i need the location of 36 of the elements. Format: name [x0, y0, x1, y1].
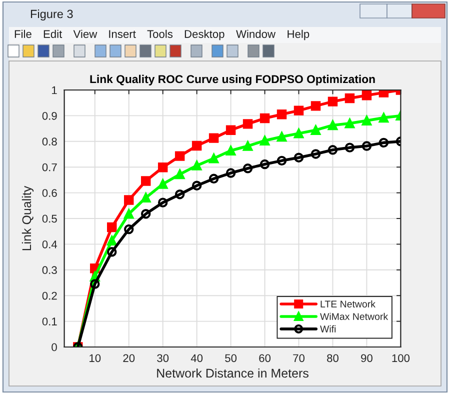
y-tick-label: 0.2: [42, 292, 57, 300]
x-tick-label: 70: [293, 354, 305, 362]
y-tick-label: 0.9: [42, 112, 57, 120]
x-tick-label: 30: [157, 354, 169, 362]
legend-label: Wifi: [320, 325, 336, 332]
text: Desktop: [184, 30, 224, 40]
x-tick-label: 50: [225, 354, 237, 362]
y-tick-label: 0.8: [42, 138, 57, 146]
y-axis-title: Link Quality: [22, 186, 34, 250]
y-tick-label: 0.7: [42, 163, 57, 172]
text: Edit: [44, 30, 62, 38]
text: View: [73, 30, 98, 38]
y-tick-label: 0: [52, 343, 57, 352]
y-tick-label: 0.5: [42, 214, 57, 223]
x-tick-label: 80: [327, 354, 338, 362]
x-axis-title: Network Distance in Meters: [157, 368, 308, 378]
x-tick-label: 40: [190, 354, 203, 362]
text: Tools: [147, 30, 173, 38]
x-tick-label: 20: [123, 354, 135, 362]
y-tick-label: 0.4: [42, 240, 58, 248]
text: File: [14, 30, 32, 38]
y-tick-label: 0.6: [42, 189, 57, 197]
x-tick-label: 60: [259, 354, 271, 362]
x-tick-label: 90: [361, 354, 372, 362]
y-tick-label: 0.1: [42, 318, 57, 326]
x-tick-label: 10: [90, 354, 101, 362]
text: Help: [288, 30, 310, 40]
text: Window: [236, 30, 276, 38]
x-tick-label: 100: [392, 354, 410, 362]
caption: Figure 3: [30, 10, 73, 20]
y-tick-label: 0.3: [42, 266, 57, 274]
legend-label: LTE Network: [320, 300, 376, 308]
legend-label: WiMax Network: [320, 312, 388, 320]
y-tick-label: 1: [52, 86, 57, 94]
text: Insert: [109, 30, 136, 38]
chart-title: Link Quality ROC Curve using FODPSO Optimization: [90, 74, 375, 86]
